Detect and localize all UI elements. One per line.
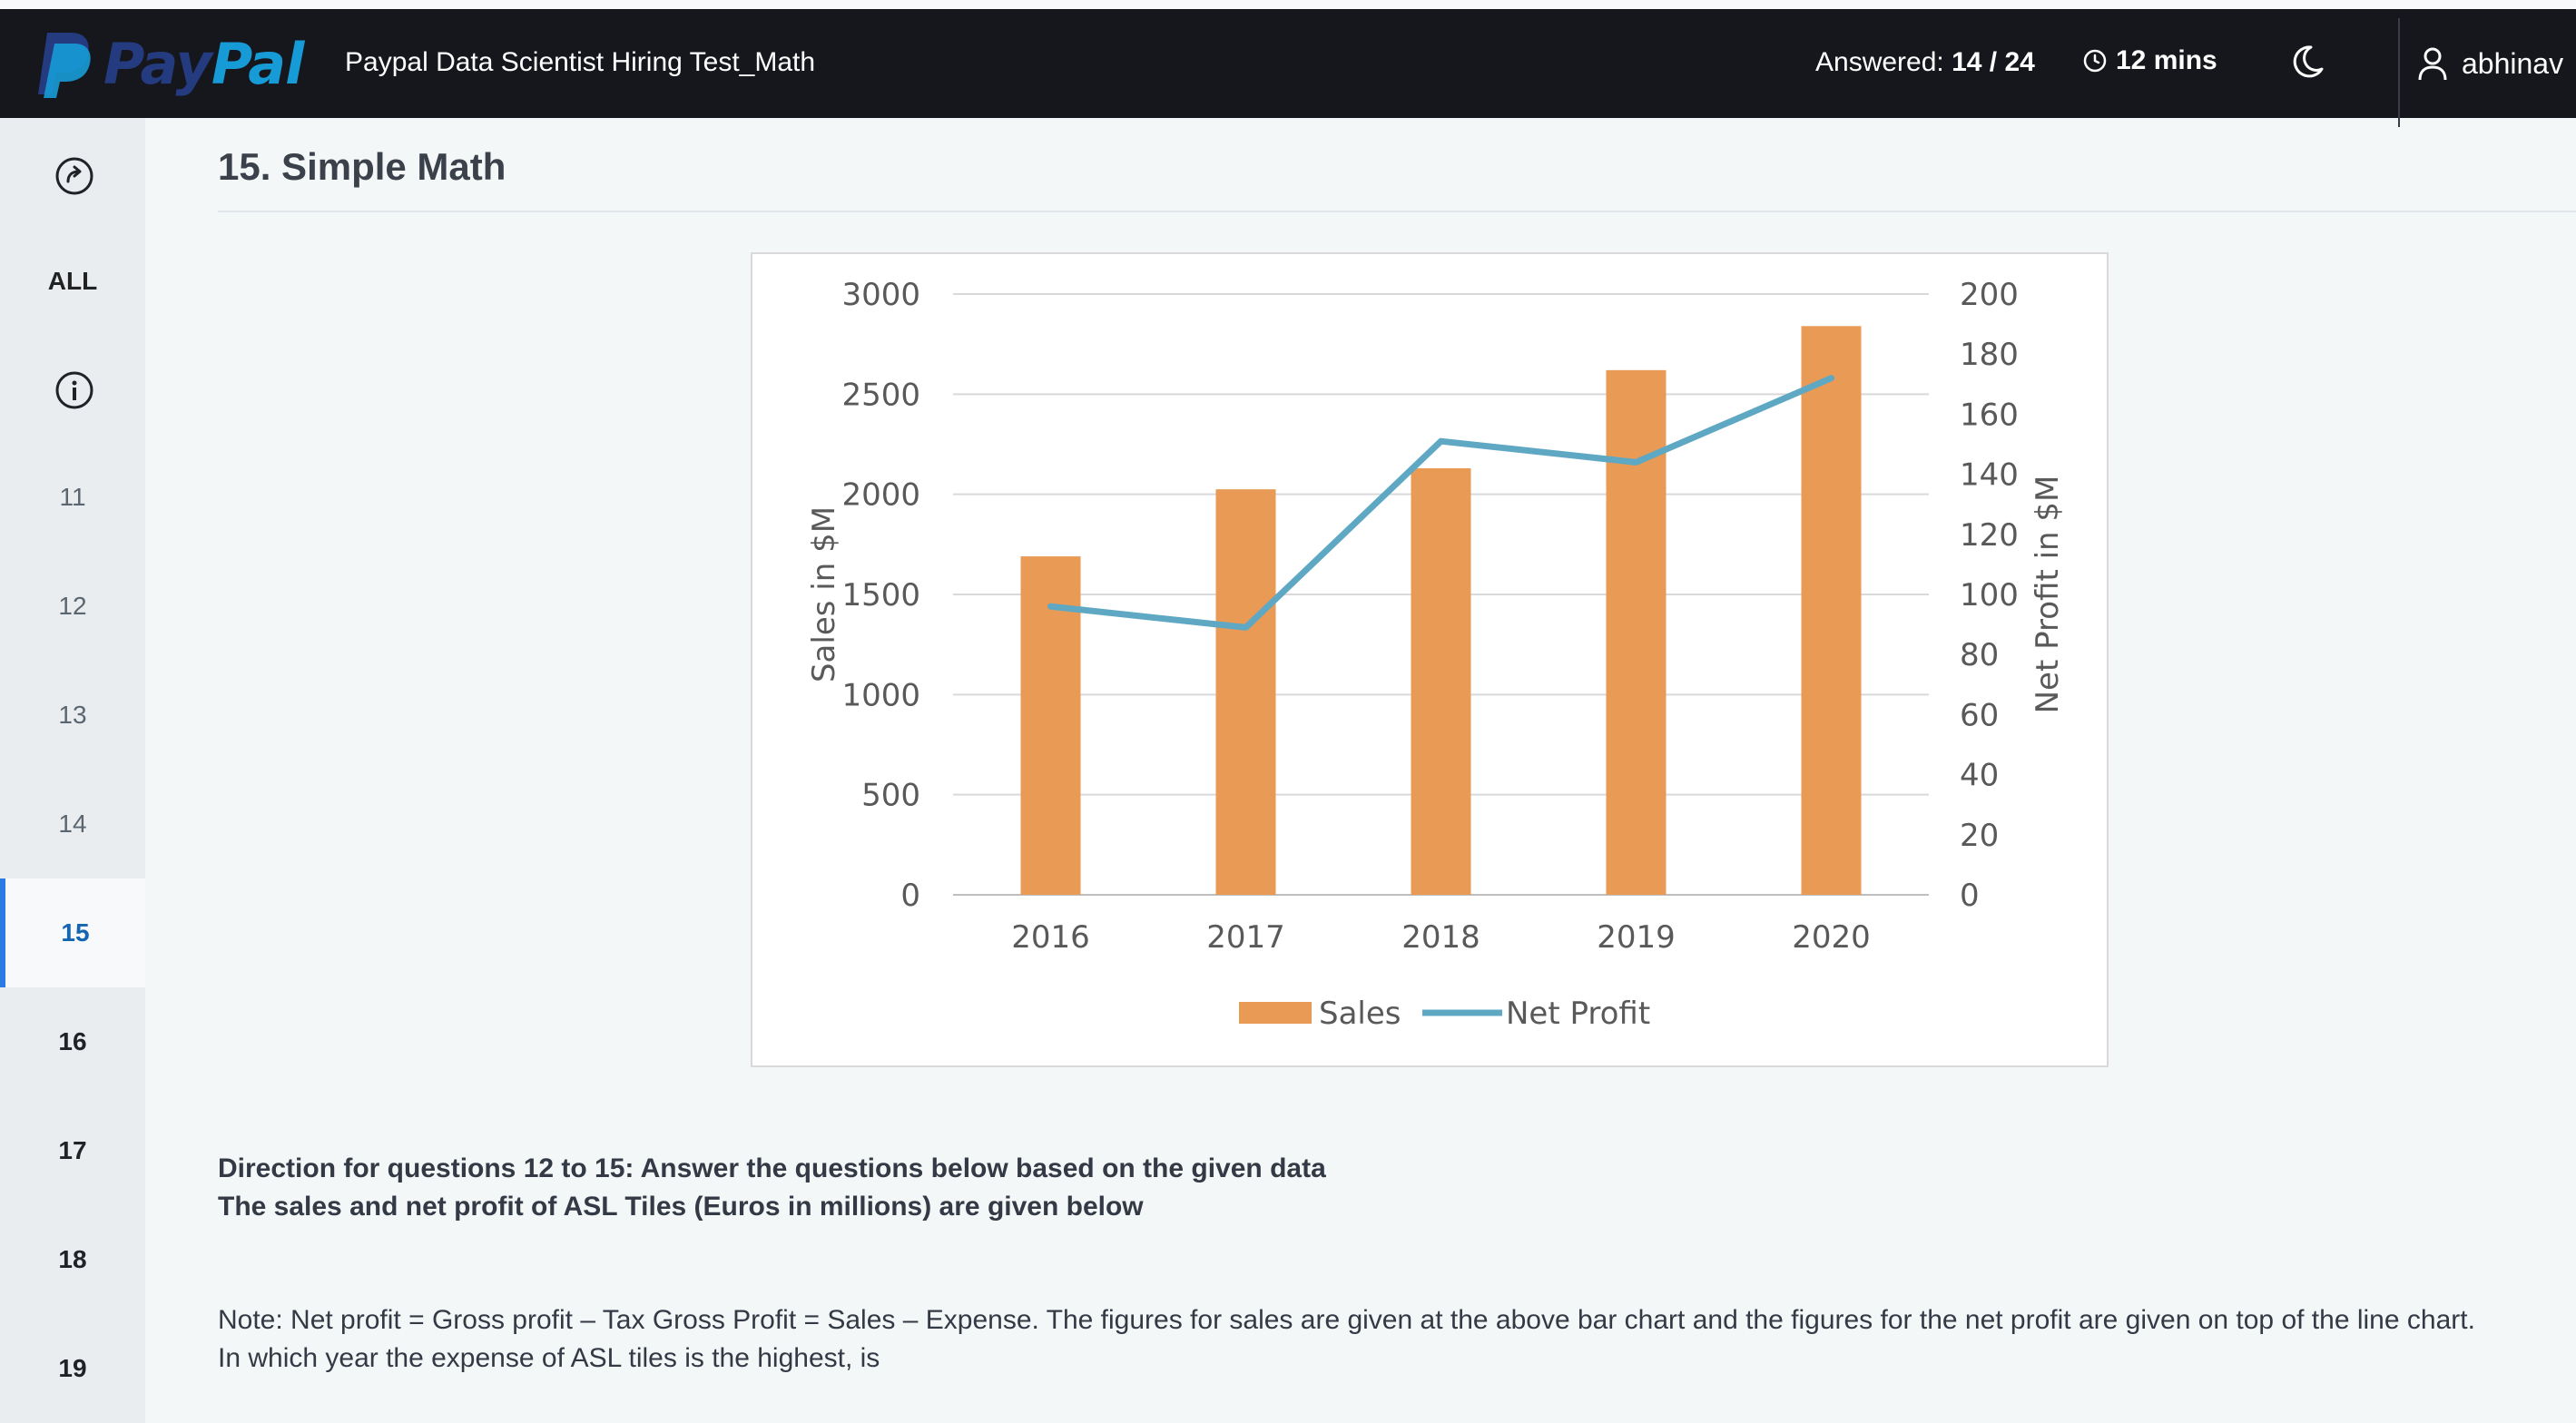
navigate-icon[interactable] <box>54 156 94 196</box>
y-tick-2000: 2000 <box>841 477 920 514</box>
sales-profit-chart: 0 500 1000 1500 2000 2500 3000 0 20 40 60 80 100 120 1… <box>751 252 2109 1067</box>
answered-counter: Answered: 14 / 24 <box>1815 47 2035 78</box>
question-sidebar: ALL 11 12 13 14 15 16 17 18 19 <box>0 118 145 1423</box>
y2-tick-140: 140 <box>1960 457 2019 494</box>
sales-bar-2018 <box>1411 467 1471 895</box>
sales-bar-2017 <box>1215 489 1276 895</box>
net-profit-point-2017 <box>1245 626 1246 628</box>
legend-sales-swatch <box>1239 1002 1312 1024</box>
y2-tick-100: 100 <box>1960 577 2019 613</box>
timer: 12 mins <box>2083 45 2217 76</box>
legend-sales-label: Sales <box>1319 996 1401 1032</box>
x-tick-2016: 2016 <box>1011 919 1090 956</box>
net-profit-point-2018 <box>1440 440 1441 442</box>
net-profit-point-2019 <box>1636 461 1637 463</box>
sales-bar-2020 <box>1801 326 1862 896</box>
y-tick-1000: 1000 <box>841 677 920 713</box>
y-tick-0: 0 <box>900 878 920 914</box>
question-prompt: In which year the expense of ASL tiles i… <box>218 1343 880 1373</box>
info-icon[interactable] <box>54 370 94 410</box>
y-axis-title: Sales in $M <box>806 506 842 682</box>
question-nav-item-16[interactable]: 16 <box>0 987 145 1096</box>
sales-bar-2016 <box>1020 556 1081 895</box>
y2-tick-80: 80 <box>1960 637 1999 673</box>
y2-tick-40: 40 <box>1960 758 1999 794</box>
clock-icon <box>2083 49 2107 73</box>
x-tick-2019: 2019 <box>1597 919 1676 956</box>
answered-value: 14 / 24 <box>1952 47 2035 77</box>
top-strip <box>0 0 2576 9</box>
chart-svg: 0 500 1000 1500 2000 2500 3000 0 20 40 60 80 100 120 1… <box>806 277 2066 1032</box>
legend-net-profit-label: Net Profit <box>1506 996 1650 1032</box>
y2-tick-200: 200 <box>1960 277 2019 313</box>
x-tick-2017: 2017 <box>1206 919 1285 956</box>
question-nav-item-15[interactable]: 15 <box>0 878 145 987</box>
user-menu[interactable]: abhinav <box>2416 45 2563 82</box>
net-profit-point-2016 <box>1050 605 1051 607</box>
test-title: Paypal Data Scientist Hiring Test_Math <box>345 47 816 77</box>
x-tick-2020: 2020 <box>1792 919 1871 956</box>
question-nav-item-18[interactable]: 18 <box>0 1205 145 1314</box>
paypal-mark-icon <box>38 33 91 98</box>
y2-tick-160: 160 <box>1960 397 2019 433</box>
header-divider <box>2398 18 2400 127</box>
question-title: 15. Simple Math <box>218 145 506 188</box>
question-nav-item-13[interactable]: 13 <box>0 661 145 770</box>
y-tick-500: 500 <box>861 778 920 814</box>
paypal-logo: PayPal <box>34 29 305 98</box>
question-panel: 15. Simple Math 0 500 1000 1500 2000 2500 3000… <box>145 118 2576 1418</box>
question-nav-item-17[interactable]: 17 <box>0 1096 145 1205</box>
x-tick-2018: 2018 <box>1401 919 1480 956</box>
question-nav-item-11[interactable]: 11 <box>0 443 145 552</box>
direction-line-2: The sales and net profit of ASL Tiles (E… <box>218 1192 1144 1222</box>
question-nav-item-19[interactable]: 19 <box>0 1314 145 1423</box>
filter-all[interactable]: ALL <box>47 267 98 295</box>
y2-axis-title: Net Profit in $M <box>2030 476 2066 714</box>
y-tick-1500: 1500 <box>841 577 920 613</box>
brand-pal: Pal <box>211 30 305 97</box>
question-nav-item-14[interactable]: 14 <box>0 770 145 878</box>
brand-pay: Pay <box>103 30 212 97</box>
paypal-wordmark: PayPal <box>103 30 305 97</box>
y2-tick-120: 120 <box>1960 517 2019 554</box>
y2-tick-180: 180 <box>1960 337 2019 373</box>
y2-tick-0: 0 <box>1960 878 1980 914</box>
answered-label: Answered: <box>1815 47 1944 77</box>
sales-bar-2019 <box>1606 369 1667 895</box>
note-text: Note: Net profit = Gross profit – Tax Gr… <box>218 1305 2475 1335</box>
y-tick-2500: 2500 <box>841 377 920 413</box>
app-header: PayPal Paypal Data Scientist Hiring Test… <box>0 9 2576 127</box>
title-divider <box>218 211 2576 212</box>
direction-line-1: Direction for questions 12 to 15: Answer… <box>218 1153 1326 1183</box>
y2-tick-60: 60 <box>1960 697 1999 733</box>
dark-mode-moon-icon[interactable] <box>2287 42 2327 82</box>
question-nav-item-12[interactable]: 12 <box>0 552 145 661</box>
user-icon <box>2418 47 2447 81</box>
timer-value: 12 mins <box>2116 45 2217 75</box>
y2-tick-20: 20 <box>1960 818 1999 854</box>
username: abhinav <box>2462 46 2564 80</box>
y-tick-3000: 3000 <box>841 277 920 313</box>
